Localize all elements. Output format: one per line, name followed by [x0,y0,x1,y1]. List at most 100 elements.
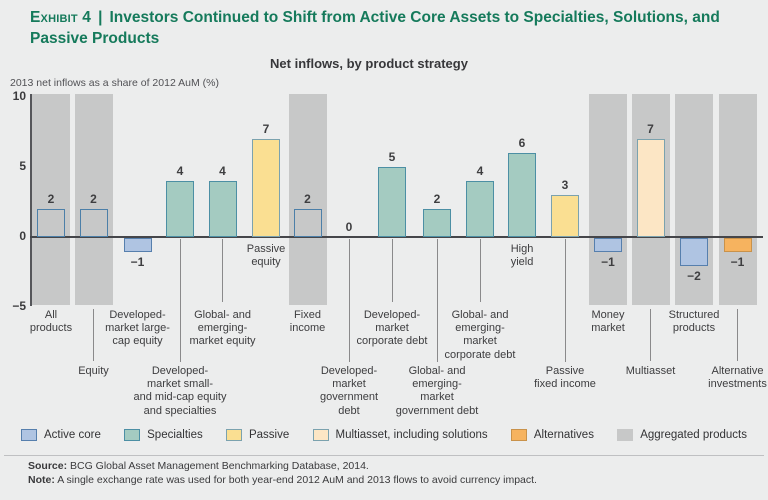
legend: Active core Specialties Passive Multiasset,… [0,426,768,444]
aggregated-band [32,94,70,305]
bar-value-label: 3 [561,178,569,192]
legend-label: Multiasset, including solutions [335,429,488,441]
label-leader-line [479,239,481,302]
aggregated-band [74,94,113,305]
aggregated-band [675,94,713,305]
x-axis-label: Developed- market small- and mid-cap equ… [133,365,227,417]
bar-active_core [680,238,708,266]
note-text: A single exchange rate was used for both… [57,474,537,486]
label-leader-line [348,239,350,362]
legend-item: Specialties [124,429,203,441]
bar-specialties [208,181,237,237]
label-leader-line [650,309,651,361]
legend-swatch-passive [225,429,242,441]
legend-swatch-multiasset [312,429,329,441]
note-label: Note: [28,474,55,486]
y-axis-tick-label: 0 [19,229,26,243]
legend-item: Alternatives [510,429,594,441]
bar-value-label: 4 [176,164,184,178]
legend-swatch-active_core [21,429,37,441]
bar-active_core [594,238,622,252]
bar-multiasset [636,139,665,237]
bar-specialties [378,167,406,237]
x-axis-label: Global- and emerging- market equity [189,309,256,348]
x-axis-label: Money market [591,309,625,335]
source-text: BCG Global Asset Management Benchmarking… [70,460,369,472]
legend-item: Active core [21,429,101,441]
bar-value-label: 2 [433,192,441,206]
legend-item: Passive [225,429,290,441]
label-leader-line [564,239,566,362]
bar-specialties [166,181,194,237]
x-axis-label: Developed- market government debt [319,365,379,417]
bar-active_core [123,238,152,252]
legend-label: Specialties [147,429,203,441]
bar-value-label: 4 [219,164,226,178]
legend-swatch-aggregated [617,429,634,441]
y-axis-unit-label: 2013 net inflows as a share of 2012 AuM … [10,77,219,89]
x-axis-label: Multiasset [625,365,676,377]
bar-passive [252,139,280,237]
bar-value-label: −2 [687,269,701,283]
bar-value-label: 7 [262,122,270,136]
bar-specialties [423,209,451,237]
bar-alternatives [723,238,752,252]
bar-value-label: 0 [345,220,353,234]
bar-value-label: −1 [130,255,145,269]
x-axis-label: Developed- market large- cap equity [105,309,170,348]
y-axis-line [30,94,32,306]
legend-label: Alternatives [533,429,594,441]
x-axis-label: Fixed income [289,309,326,335]
bar-aggregated [37,209,65,237]
exhibit-number: Exhibit 4 [30,9,92,26]
x-axis-label: Structured products [668,309,720,335]
legend-item: Aggregated products [617,429,747,441]
exhibit-title: Exhibit 4 | Investors Continued to Shift f… [30,8,744,50]
bar-value-label: 5 [388,150,396,164]
chart-subtitle: Net inflows, by product strategy [270,56,468,71]
x-axis-label: Equity [78,365,109,377]
source-label: Source: [28,460,68,472]
label-leader-line [436,239,438,362]
exhibit-title-text: Investors Continued to Shift from Active… [30,9,720,47]
bar-specialties [508,153,536,237]
x-axis-label: High yield [510,243,534,269]
bar-value-label: 2 [304,192,311,206]
bar-value-label: 6 [518,136,526,150]
legend-label: Passive [248,429,290,441]
x-axis-label: Developed- market corporate debt [356,309,428,348]
label-leader-line [179,239,181,362]
x-axis-label: Passive fixed income [534,365,596,391]
bar-value-label: 2 [47,192,55,206]
legend-swatch-specialties [124,429,141,441]
x-axis-label: Global- and emerging- market corporate d… [444,309,516,361]
label-leader-line [737,309,738,361]
x-axis-label: Global- and emerging- market government … [395,365,479,417]
y-axis-tick-label: −5 [12,299,26,313]
legend-label: Active core [44,429,101,441]
y-axis-tick-label: 5 [19,159,26,173]
bar-value-label: 7 [647,122,654,136]
x-axis-label: All products [29,309,73,335]
bar-aggregated [293,209,322,237]
label-leader-line [93,309,94,361]
label-leader-line [391,239,393,302]
x-axis-label: Alternative investments [708,365,767,391]
bar-passive [551,195,579,237]
aggregated-band [718,94,757,305]
legend-item: Multiasset, including solutions [312,429,488,441]
bar-value-label: 4 [476,164,484,178]
bar-specialties [466,181,494,237]
bar-aggregated [79,209,108,237]
footer-divider [4,455,764,456]
title-separator: | [98,9,103,26]
legend-label: Aggregated products [640,429,747,441]
legend-swatch-alternatives [510,429,527,441]
bar-value-label: −1 [601,255,615,269]
footer-note: Note: A single exchange rate was used fo… [28,473,758,487]
footer-source: Source: BCG Global Asset Management Benc… [28,459,758,473]
aggregated-band [589,94,627,305]
x-axis-label: Passive equity [246,243,286,269]
label-leader-line [222,239,223,302]
